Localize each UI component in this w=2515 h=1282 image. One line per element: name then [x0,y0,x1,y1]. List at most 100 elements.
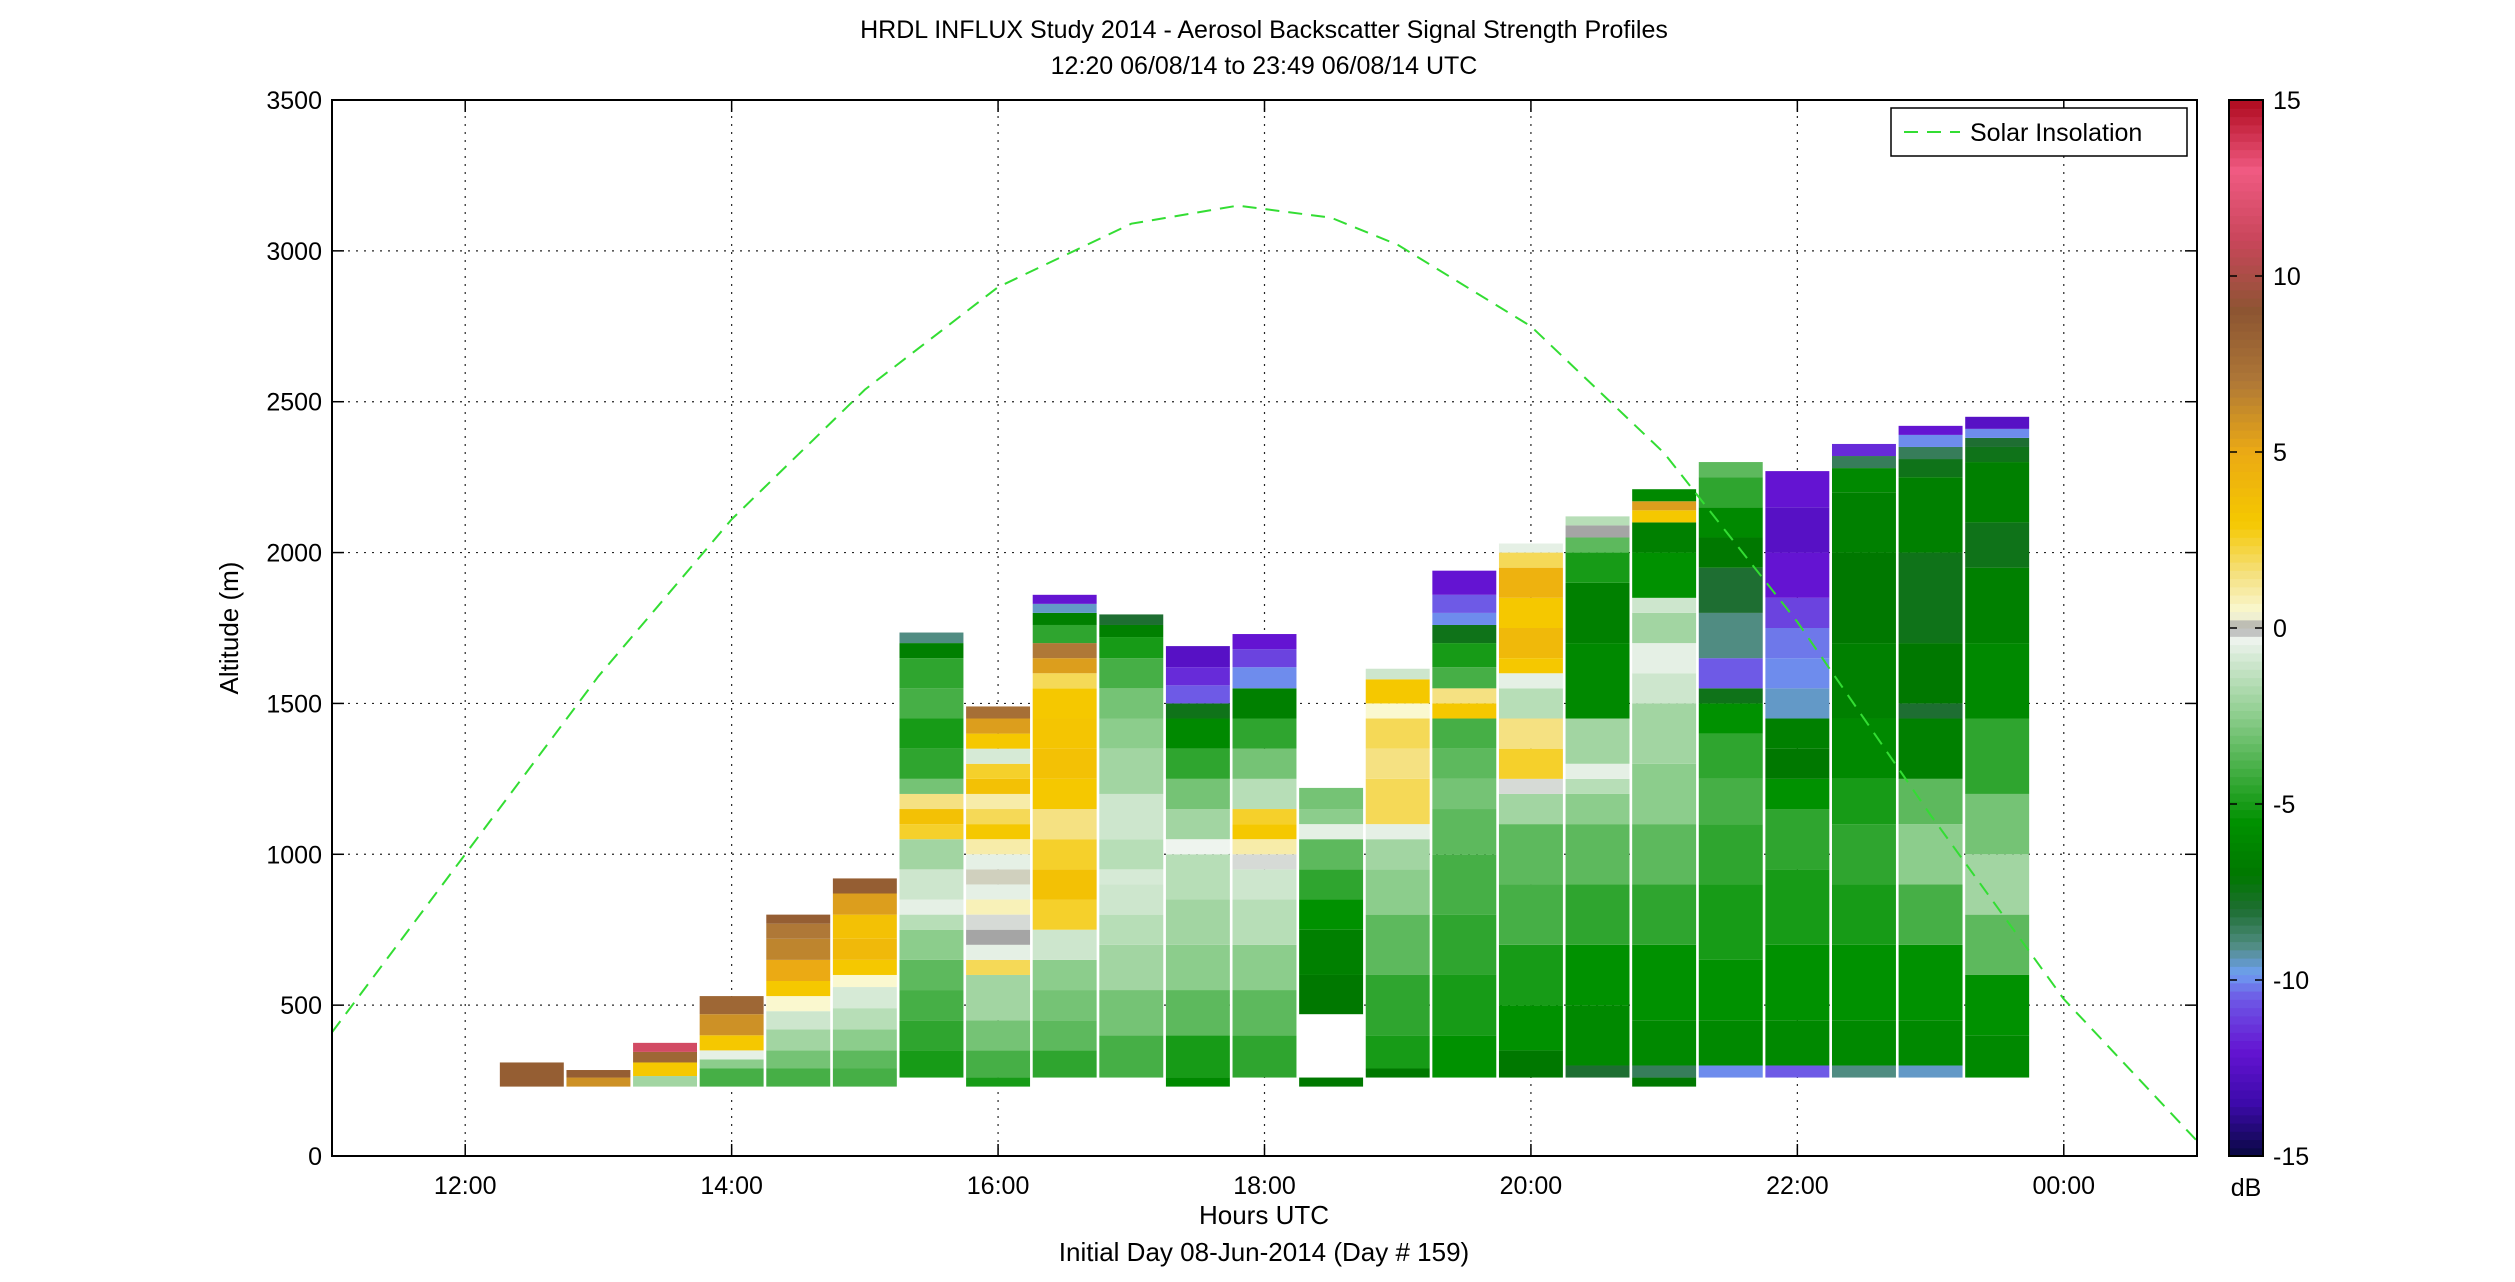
x-axis-sublabel: Initial Day 08-Jun-2014 (Day # 159) [1059,1237,1469,1267]
profile-cell [1099,688,1164,719]
colorbar-band [2229,1098,2263,1108]
profile-cell [1632,489,1697,502]
profile-cell [1165,646,1230,668]
colorbar-ticks: 15 10 5 0 -5 -10 -15 [2229,87,2309,1171]
profile-cell [1965,1035,2030,1078]
profile-column [1831,443,1896,1078]
colorbar-band [2229,372,2263,382]
colorbar-band [2229,1139,2263,1149]
profile-cell [1432,624,1497,644]
profile-cell [1365,974,1430,1036]
profile-cell [1765,1020,1830,1066]
profile-cell [1965,437,2030,447]
profile-cell [899,632,964,644]
profile-cell [832,1050,897,1069]
backscatter-profiles [499,416,2030,1087]
colorbar-band [2229,760,2263,769]
profile-cell [1432,688,1497,704]
colorbar [2229,100,2263,1157]
profile-cell [633,1051,698,1063]
colorbar-band [2229,116,2263,126]
profile-cell [1099,718,1164,749]
profile-cell [1698,537,1763,568]
profile-cell [1565,763,1630,779]
profile-cell [966,899,1031,915]
profile-cell [1032,778,1097,810]
profile-cell [1565,884,1630,945]
profile-cell [1965,567,2030,644]
colorbar-band [2229,661,2263,670]
profile-cell [1898,643,1963,704]
profile-cell [899,959,964,991]
profile-cell [966,974,1031,1021]
profile-cell [1831,443,1896,457]
colorbar-band [2229,883,2263,893]
profile-cell [1165,839,1230,855]
profile-cell [1565,537,1630,553]
x-tick-label: 20:00 [1500,1172,1563,1200]
profile-cell [1698,567,1763,613]
profile-cell [1032,718,1097,749]
profile-column [1365,668,1430,1078]
profile-cell [1831,884,1896,945]
profile-column [899,632,964,1078]
profile-cell [1898,884,1963,945]
profile-cell [1632,643,1697,674]
colorbar-band [2229,454,2263,464]
y-axis-label: Altitude (m) [214,562,244,695]
colorbar-band [2229,1147,2263,1157]
colorbar-band [2229,685,2263,695]
profile-cell [1765,471,1830,508]
y-tick-label: 1000 [266,841,322,869]
profile-cell [1299,929,1364,975]
profile-cell [1232,869,1297,900]
y-tick-label: 3500 [266,87,322,115]
colorbar-band [2229,908,2263,918]
profile-cell [966,763,1031,779]
profile-cell [1165,667,1230,686]
profile-cell [1765,552,1830,598]
colorbar-band [2229,149,2263,159]
profile-cell [1498,1005,1563,1051]
colorbar-band [2229,991,2263,1000]
profile-cell [1165,854,1230,900]
colorbar-band [2229,265,2263,274]
profile-cell [1365,824,1430,840]
profile-cell [1032,643,1097,659]
colorbar-band [2229,446,2263,456]
profile-cell [766,914,831,924]
profile-cell [1165,809,1230,840]
profile-cell [1032,809,1097,840]
profile-cell [1099,884,1164,915]
profile-cell [1765,688,1830,719]
profile-cell [1898,477,1963,553]
colorbar-band [2229,999,2263,1009]
profile-cell [699,1014,764,1036]
profile-cell [1365,869,1430,915]
colorbar-band [2229,289,2263,299]
profile-cell [1831,1020,1896,1066]
profile-column [499,1062,564,1087]
profile-cell [832,1068,897,1087]
colorbar-band [2229,471,2263,481]
colorbar-band [2229,694,2263,703]
colorbar-band [2229,281,2263,291]
profile-cell [1432,667,1497,689]
profile-cell [1099,839,1164,870]
profile-cell [899,914,964,930]
profile-cell [899,929,964,960]
profile-cell [699,1059,764,1069]
profile-cell [1498,793,1563,825]
profile-cell [1032,603,1097,613]
colorbar-band [2229,677,2263,687]
colorbar-band [2229,859,2263,868]
profile-cell [766,1050,831,1069]
profile-cell [1299,974,1364,1015]
profile-cell [1565,1005,1630,1066]
profile-cell [1632,510,1697,523]
colorbar-band [2229,256,2263,266]
colorbar-band [2229,809,2263,819]
colorbar-band [2229,875,2263,885]
profile-cell [1365,748,1430,779]
